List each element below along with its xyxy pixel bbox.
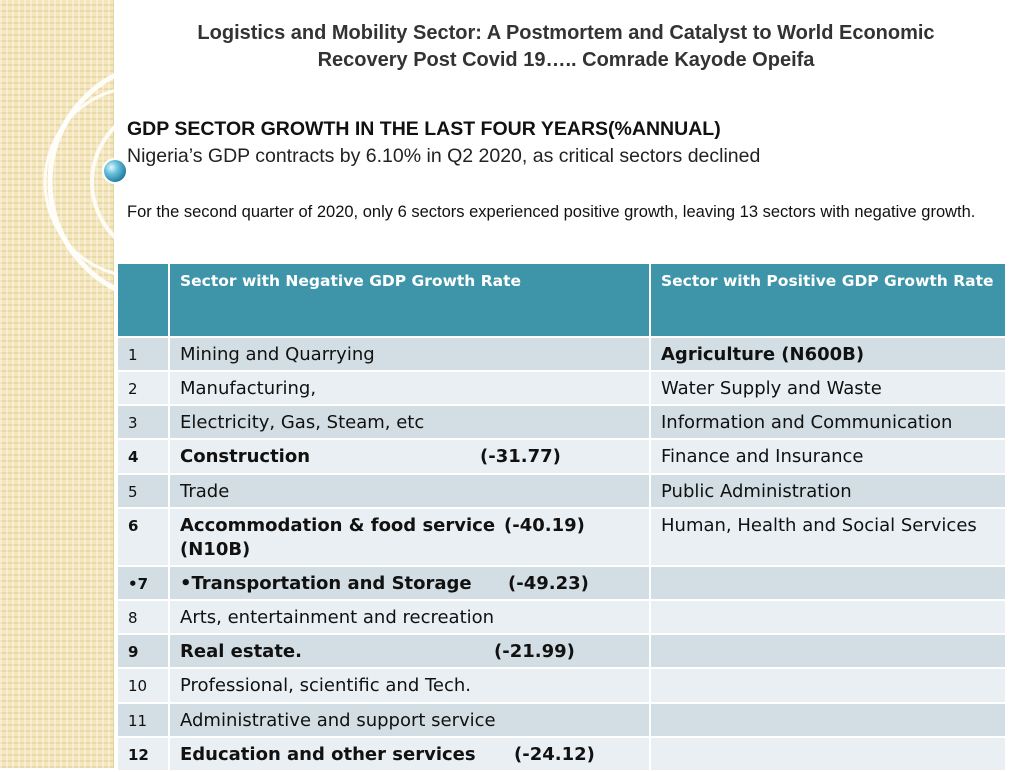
negative-sector-name: Education and other services xyxy=(180,744,476,765)
row-number: 11 xyxy=(116,702,170,738)
negative-sector-name: Accommodation & food service xyxy=(180,515,496,536)
negative-sector-content: •Transportation and Storage (-49.23) xyxy=(180,572,639,596)
positive-sector-cell xyxy=(649,702,1007,738)
table-row: 2 Manufacturing, Water Supply and Waste xyxy=(116,370,1007,406)
row-number: 8 xyxy=(116,599,170,635)
positive-sector-cell: Public Administration xyxy=(649,473,1007,509)
table-row: 1 Mining and Quarrying Agriculture (N600B) xyxy=(116,336,1007,372)
negative-growth-value: (-40.19) xyxy=(504,515,585,536)
positive-sector-cell: Agriculture (N600B) xyxy=(649,336,1007,372)
positive-sector-cell xyxy=(649,736,1007,772)
negative-growth-value: (-24.12) xyxy=(514,744,595,765)
negative-sector-name: Construction xyxy=(180,446,311,467)
page-title: Logistics and Mobility Sector: A Postmor… xyxy=(197,22,935,71)
row-number: 6 xyxy=(116,507,170,567)
negative-sector-cell: Manufacturing, xyxy=(168,370,651,406)
row-number: 3 xyxy=(116,404,170,440)
positive-sector-cell: Information and Communication xyxy=(649,404,1007,440)
negative-sector-content: Professional, scientific and Tech. xyxy=(180,674,639,698)
table-row: 4 Construction (-31.77) Finance and Insuran… xyxy=(116,438,1007,475)
negative-sector-cell: Real estate. (-21.99) xyxy=(168,633,651,669)
positive-sector-cell xyxy=(649,633,1007,669)
negative-sector-cell: Construction (-31.77) xyxy=(168,438,651,475)
positive-sector-cell: Water Supply and Waste xyxy=(649,370,1007,406)
table-row: 12 Education and other services (-24.12) xyxy=(116,736,1007,772)
row-number: 10 xyxy=(116,667,170,704)
table-row: 11 Administrative and support service xyxy=(116,702,1007,738)
table-row: 8 Arts, entertainment and recreation xyxy=(116,599,1007,635)
negative-sector-cell: Accommodation & food service (-40.19) (N10… xyxy=(168,507,651,567)
row-number: 12 xyxy=(116,736,170,772)
negative-sector-content: Construction (-31.77) xyxy=(180,445,639,469)
negative-sector-name: Trade xyxy=(180,481,230,502)
row-number: 1 xyxy=(116,336,170,372)
table-row: 5 Trade Public Administration xyxy=(116,473,1007,509)
positive-sector-cell xyxy=(649,599,1007,635)
negative-sector-name: •Transportation and Storage xyxy=(180,573,472,594)
positive-sector-cell: Human, Health and Social Services xyxy=(649,507,1007,567)
sector-growth-table: Sector with Negative GDP Growth Rate Sec… xyxy=(116,262,1007,772)
negative-sector-cell: Administrative and support service xyxy=(168,702,651,738)
negative-growth-value: (-49.23) xyxy=(508,573,589,594)
header-number xyxy=(116,262,170,338)
negative-sector-content: Administrative and support service xyxy=(180,709,639,733)
negative-sector-cell: Professional, scientific and Tech. xyxy=(168,667,651,704)
negative-growth-value: (-21.99) xyxy=(494,641,575,662)
negative-sector-cell: •Transportation and Storage (-49.23) xyxy=(168,565,651,601)
positive-sector-cell xyxy=(649,667,1007,704)
description-text: For the second quarter of 2020, only 6 s… xyxy=(127,203,976,221)
negative-sector-name: Professional, scientific and Tech. xyxy=(180,675,472,696)
negative-sector-name: Real estate. xyxy=(180,641,302,662)
row-number: 5 xyxy=(116,473,170,509)
negative-sector-content: Education and other services (-24.12) xyxy=(180,743,639,767)
negative-sector-cell: Trade xyxy=(168,473,651,509)
table-row: 10 Professional, scientific and Tech. xyxy=(116,667,1007,704)
header-positive-sectors: Sector with Positive GDP Growth Rate xyxy=(649,262,1007,338)
negative-sector-content: Manufacturing, xyxy=(180,377,639,401)
row-number: •7 xyxy=(116,565,170,601)
negative-sector-name: Manufacturing, xyxy=(180,378,317,399)
negative-sector-name: Mining and Quarrying xyxy=(180,344,375,365)
section-subheading: Nigeria’s GDP contracts by 6.10% in Q2 2… xyxy=(127,145,761,167)
negative-sector-name: Electricity, Gas, Steam, etc xyxy=(180,412,425,433)
negative-growth-value: (-31.77) xyxy=(480,446,561,467)
negative-sector-content: Mining and Quarrying xyxy=(180,343,639,367)
negative-sector-cell: Electricity, Gas, Steam, etc xyxy=(168,404,651,440)
header-negative-sectors: Sector with Negative GDP Growth Rate xyxy=(168,262,651,338)
row-number: 4 xyxy=(116,438,170,475)
positive-sector-cell xyxy=(649,565,1007,601)
negative-sector-extra: (N10B) xyxy=(180,539,251,560)
table-row: •7 •Transportation and Storage (-49.23) xyxy=(116,565,1007,601)
decorative-sidebar xyxy=(0,0,114,768)
negative-sector-content: Trade xyxy=(180,480,639,504)
row-number: 9 xyxy=(116,633,170,669)
table-header-row: Sector with Negative GDP Growth Rate Sec… xyxy=(116,262,1007,338)
table-row: 9 Real estate. (-21.99) xyxy=(116,633,1007,669)
negative-sector-content: Arts, entertainment and recreation xyxy=(180,606,639,630)
negative-sector-content: Electricity, Gas, Steam, etc xyxy=(180,411,639,435)
positive-sector-cell: Finance and Insurance xyxy=(649,438,1007,475)
negative-sector-cell: Education and other services (-24.12) xyxy=(168,736,651,772)
negative-sector-content: Accommodation & food service (-40.19) (N10… xyxy=(180,514,639,562)
negative-sector-name: Arts, entertainment and recreation xyxy=(180,607,495,628)
negative-sector-cell: Arts, entertainment and recreation xyxy=(168,599,651,635)
negative-sector-name: Administrative and support service xyxy=(180,710,496,731)
table-row: 3 Electricity, Gas, Steam, etc Information… xyxy=(116,404,1007,440)
section-heading: GDP SECTOR GROWTH IN THE LAST FOUR YEARS… xyxy=(127,118,721,140)
table-row: 6 Accommodation & food service (-40.19) (N1… xyxy=(116,507,1007,567)
negative-sector-content: Real estate. (-21.99) xyxy=(180,640,639,664)
negative-sector-cell: Mining and Quarrying xyxy=(168,336,651,372)
row-number: 2 xyxy=(116,370,170,406)
